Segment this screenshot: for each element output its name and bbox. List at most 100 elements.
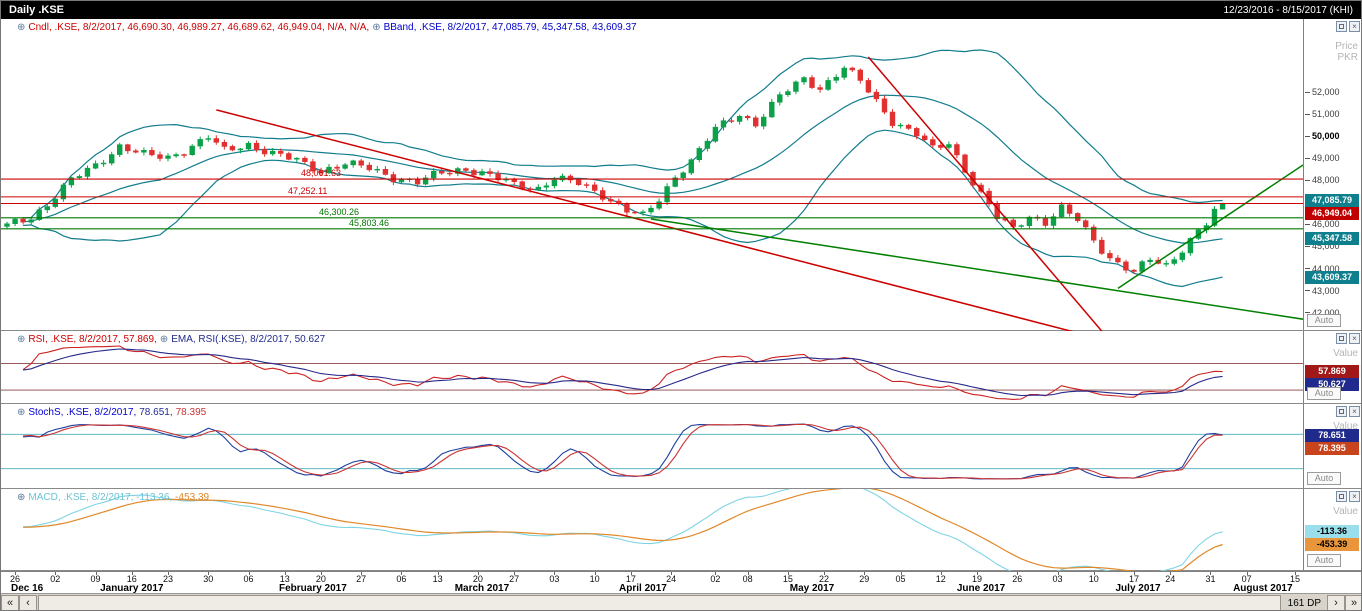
- panel-restore-icon[interactable]: [1336, 333, 1347, 344]
- x-axis-day-label: 26: [10, 574, 21, 584]
- x-axis-tickmark: [1210, 572, 1212, 575]
- x-axis-tickmark: [131, 572, 133, 575]
- rsi-legend-text[interactable]: RSI, .KSE, 8/2/2017, 57.869,: [28, 334, 157, 345]
- y-axis-tick: 46,000: [1305, 219, 1340, 229]
- support-trendline-down[interactable]: [650, 218, 1303, 320]
- x-axis-tickmark: [671, 572, 673, 575]
- candle-up-wicks: [6, 65, 1224, 274]
- x-axis-tickmark: [437, 572, 439, 575]
- rsi-ema-line: [23, 348, 1223, 397]
- x-axis-day-label: 06: [243, 574, 254, 584]
- panel-close-icon[interactable]: ×: [1349, 406, 1360, 417]
- y-axis-tick: 45,000: [1305, 241, 1340, 251]
- x-axis-tickmark: [940, 572, 942, 575]
- x-axis-month-label: May 2017: [789, 583, 835, 594]
- level-label: 47,252.11: [288, 186, 327, 196]
- scroll-far-right-button[interactable]: »: [1345, 594, 1361, 610]
- panel-restore-icon[interactable]: [1336, 406, 1347, 417]
- macd-signal-line: [23, 489, 1223, 571]
- macd-auto-scale-button[interactable]: Auto: [1307, 554, 1341, 567]
- y-axis-tick: 51,000: [1305, 109, 1340, 119]
- x-axis-tickmark: [1295, 572, 1296, 575]
- bband-series-options-icon[interactable]: ⊕: [372, 21, 381, 33]
- rsi-ema-legend-text[interactable]: EMA, RSI(.KSE), 8/2/2017, 50.627: [171, 334, 326, 345]
- x-axis-month-label: July 2017: [1115, 583, 1161, 594]
- x-axis-day-label: 22: [819, 574, 830, 584]
- x-axis-day-label: 27: [356, 574, 367, 584]
- rsi-plot[interactable]: [1, 331, 1303, 404]
- macd-badge: -113.36: [1305, 525, 1359, 539]
- resistance-trendline-may[interactable]: [867, 56, 1118, 331]
- panel-close-icon[interactable]: ×: [1349, 491, 1360, 502]
- x-axis-day-label: 13: [432, 574, 443, 584]
- candle-series-options-icon[interactable]: ⊕: [17, 21, 26, 33]
- time-axis[interactable]: 26 02 09 16 23 30 06 13 20 27 06 13 20 27 03 10 17 24 02 08…: [1, 571, 1361, 594]
- macd-series-options-icon[interactable]: ⊕: [17, 491, 26, 503]
- scrollbar-thumb[interactable]: [38, 594, 1281, 610]
- x-axis-day-label: 24: [666, 574, 677, 584]
- x-axis-day-label: 07: [1241, 574, 1252, 584]
- x-axis-tickmark: [715, 572, 717, 575]
- x-axis-tickmark: [248, 572, 250, 575]
- scroll-far-left-button[interactable]: «: [1, 594, 19, 610]
- stoch-k-value: 78.651,: [139, 407, 173, 418]
- stoch-d-badge: 78.395: [1305, 441, 1359, 455]
- rsi-auto-scale-button[interactable]: Auto: [1307, 387, 1341, 400]
- stoch-series-options-icon[interactable]: ⊕: [17, 406, 26, 418]
- x-axis-day-label: 19: [972, 574, 983, 584]
- datapoints-label: 161 DP: [1287, 597, 1321, 609]
- support-trendline-up[interactable]: [1117, 164, 1303, 289]
- horizontal-scrollbar[interactable]: « ‹ 161 DP › »: [1, 593, 1361, 610]
- x-axis-tickmark: [208, 572, 210, 575]
- scroll-right-button[interactable]: ›: [1327, 594, 1345, 610]
- bband-mid-badge: 45,347.58: [1305, 232, 1359, 246]
- macd-legend-text[interactable]: MACD, .KSE, 8/2/2017, -113.36,: [28, 492, 173, 503]
- x-axis-tickmark: [630, 572, 632, 575]
- rsi-series-options-icon[interactable]: ⊕: [17, 333, 26, 345]
- macd-legend: ⊕ MACD, .KSE, 8/2/2017, -113.36, -453.39: [17, 492, 209, 503]
- macd-line: [23, 489, 1223, 571]
- stoch-k-line: [23, 423, 1223, 480]
- panel-restore-icon[interactable]: [1336, 21, 1347, 32]
- stoch-k-badge: 78.651: [1305, 428, 1359, 442]
- stochastics-plot[interactable]: [1, 404, 1303, 489]
- bband-legend[interactable]: BBand, .KSE, 8/2/2017, 47,085.79, 45,347…: [383, 22, 637, 33]
- resistance-trendline-jan[interactable]: [216, 109, 1110, 331]
- stoch-auto-scale-button[interactable]: Auto: [1307, 472, 1341, 485]
- candle-legend[interactable]: Cndl, .KSE, 8/2/2017, 46,690.30, 46,989.…: [28, 22, 370, 33]
- y-axis-tick: 44,000: [1305, 264, 1340, 274]
- x-axis-tickmark: [284, 572, 286, 575]
- bband-lower-badge: 43,609.37: [1305, 270, 1359, 284]
- rsi-legend: ⊕ RSI, .KSE, 8/2/2017, 57.869, ⊕ EMA, RS…: [17, 334, 325, 345]
- macd-plot[interactable]: [1, 489, 1303, 571]
- x-axis-tickmark: [900, 572, 902, 575]
- price-auto-scale-button[interactable]: Auto: [1307, 314, 1341, 327]
- x-axis-day-label: 20: [315, 574, 326, 584]
- stochastics-legend: ⊕ StochS, .KSE, 8/2/2017, 78.651, 78.395: [17, 407, 206, 418]
- rsi-ema-series-options-icon[interactable]: ⊕: [159, 333, 169, 345]
- stoch-legend-text[interactable]: StochS, .KSE, 8/2/2017,: [28, 407, 137, 418]
- x-axis-day-label: 13: [279, 574, 290, 584]
- x-axis-day-label: 26: [1012, 574, 1023, 584]
- x-axis-day-label: 17: [625, 574, 636, 584]
- stoch-axis-title: Value: [1333, 421, 1358, 432]
- panel-close-icon[interactable]: ×: [1349, 333, 1360, 344]
- scroll-left-button[interactable]: ‹: [19, 594, 37, 610]
- x-axis-tickmark: [1057, 572, 1059, 575]
- panel-restore-icon[interactable]: [1336, 491, 1347, 502]
- x-axis-month-label: January 2017: [100, 583, 164, 594]
- x-axis-day-label: 08: [742, 574, 753, 584]
- bband-mid-line: [23, 94, 1223, 244]
- level-label: 46,300.26: [319, 207, 359, 217]
- panel-close-icon[interactable]: ×: [1349, 21, 1360, 32]
- stochastics-axis[interactable]: × Value 78.651 78.395 Auto: [1303, 404, 1361, 488]
- rsi-axis[interactable]: × Value 57.869 50.627 Auto: [1303, 331, 1361, 403]
- x-axis-month-label: Dec 16: [11, 583, 44, 594]
- macd-axis[interactable]: × Value -113.36 -453.39 Auto: [1303, 489, 1361, 570]
- x-axis-tickmark: [787, 572, 789, 575]
- macd-axis-title: Value: [1333, 506, 1358, 517]
- bband-upper-line: [23, 49, 1223, 219]
- x-axis-tickmark: [1093, 572, 1095, 575]
- price-axis[interactable]: × Price PKR 52,000 51,000 50,000 49,000 48,0…: [1303, 19, 1361, 330]
